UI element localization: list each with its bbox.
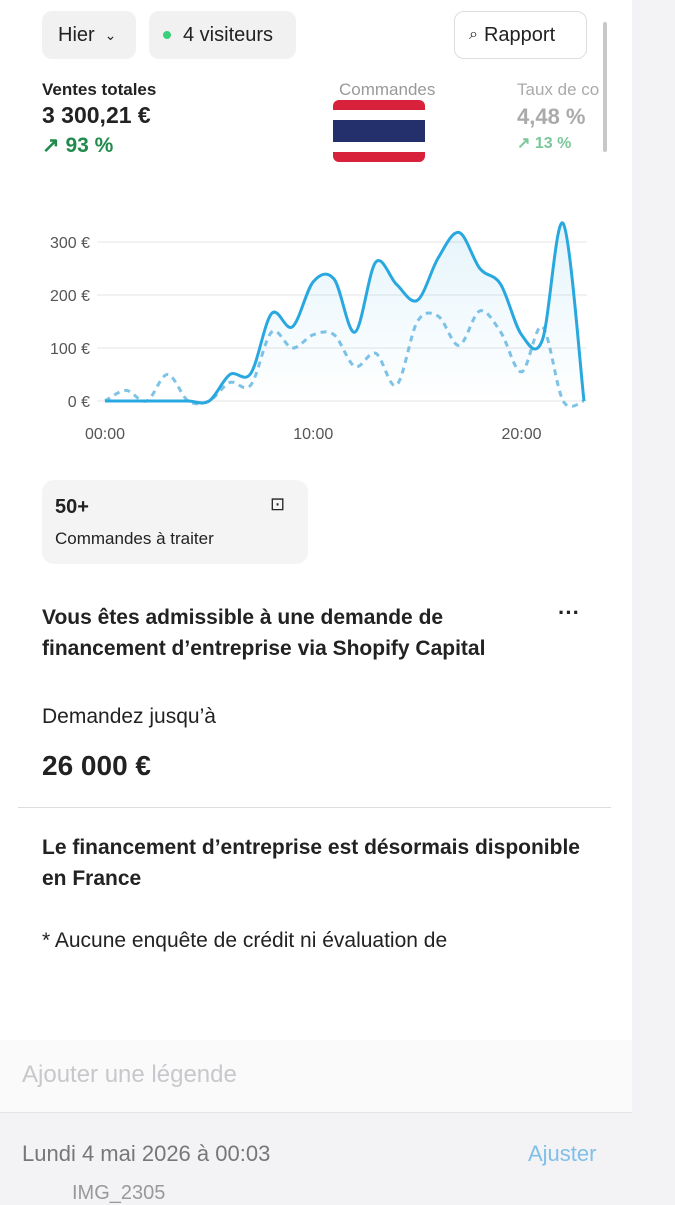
orders-card[interactable]: 50+ Commandes à traiter ⊡	[42, 480, 308, 564]
visitors: 4 visiteurs	[183, 23, 274, 46]
photo-filename: IMG_2305	[72, 1182, 166, 1204]
metric-change: ↗ 13 %	[517, 135, 572, 152]
caption-placeholder: Ajouter une légende	[22, 1061, 237, 1088]
live-dot	[163, 31, 171, 39]
y-tick-label: 300 €	[50, 235, 90, 252]
report-icon: ⌕	[469, 26, 478, 43]
capital-title: Vous êtes admissible à une demande de fi…	[42, 606, 486, 660]
y-tick-label: 200 €	[50, 288, 90, 305]
scrollbar	[603, 22, 607, 152]
period: Hier	[58, 23, 95, 46]
x-tick-label: 10:00	[293, 426, 333, 443]
chart: 0 € 100 € 200 € 300 € 00:00 10:00 20:00	[50, 221, 587, 443]
capital-amount: 26 000 €	[42, 750, 151, 781]
period-button[interactable]: Hier ⌄	[42, 11, 136, 59]
metric-change-value: 13 %	[534, 135, 572, 152]
y-tick-label: 0 €	[68, 394, 90, 411]
y-tick-label: 100 €	[50, 341, 90, 358]
caption-field[interactable]	[0, 1040, 632, 1112]
chevron: ⌄	[104, 26, 117, 43]
adjust-button[interactable]: Ajuster	[528, 1141, 597, 1166]
inbox-icon: ⊡	[270, 494, 286, 514]
metric-change: ↗ 93 %	[42, 134, 114, 157]
x-tick-label: 00:00	[85, 426, 125, 443]
metric-change-value: 93 %	[65, 134, 114, 157]
flag-sticker	[333, 100, 425, 162]
metric-label: Taux de co	[517, 80, 600, 99]
line	[105, 221, 586, 405]
capital-subtitle: Le financement d’entreprise est désormai…	[42, 836, 580, 890]
metric-label: Ventes totales	[42, 80, 157, 99]
capital-note: * Aucune enquête de crédit ni évaluation…	[42, 929, 448, 952]
report-button[interactable]: ⌕ Rapport	[454, 11, 587, 59]
metric-value: 4,48 %	[517, 104, 586, 129]
divider	[18, 807, 611, 808]
divider	[0, 1112, 632, 1113]
more-button[interactable]: ···	[558, 600, 580, 625]
capital-prompt: Demandez jusqu’à	[42, 705, 216, 728]
metric-label: Commandes	[339, 80, 436, 99]
visitors-pill[interactable]: 4 visiteurs	[149, 11, 296, 59]
x-tick-label: 20:00	[501, 426, 541, 443]
report: Rapport	[483, 23, 556, 46]
metric-value: 3 300,21 €	[42, 102, 151, 128]
orders-label: Commandes à traiter	[55, 529, 214, 548]
photo-date: Lundi 4 mai 2026 à 00:03	[22, 1141, 271, 1166]
orders-count: 50+	[55, 496, 89, 518]
